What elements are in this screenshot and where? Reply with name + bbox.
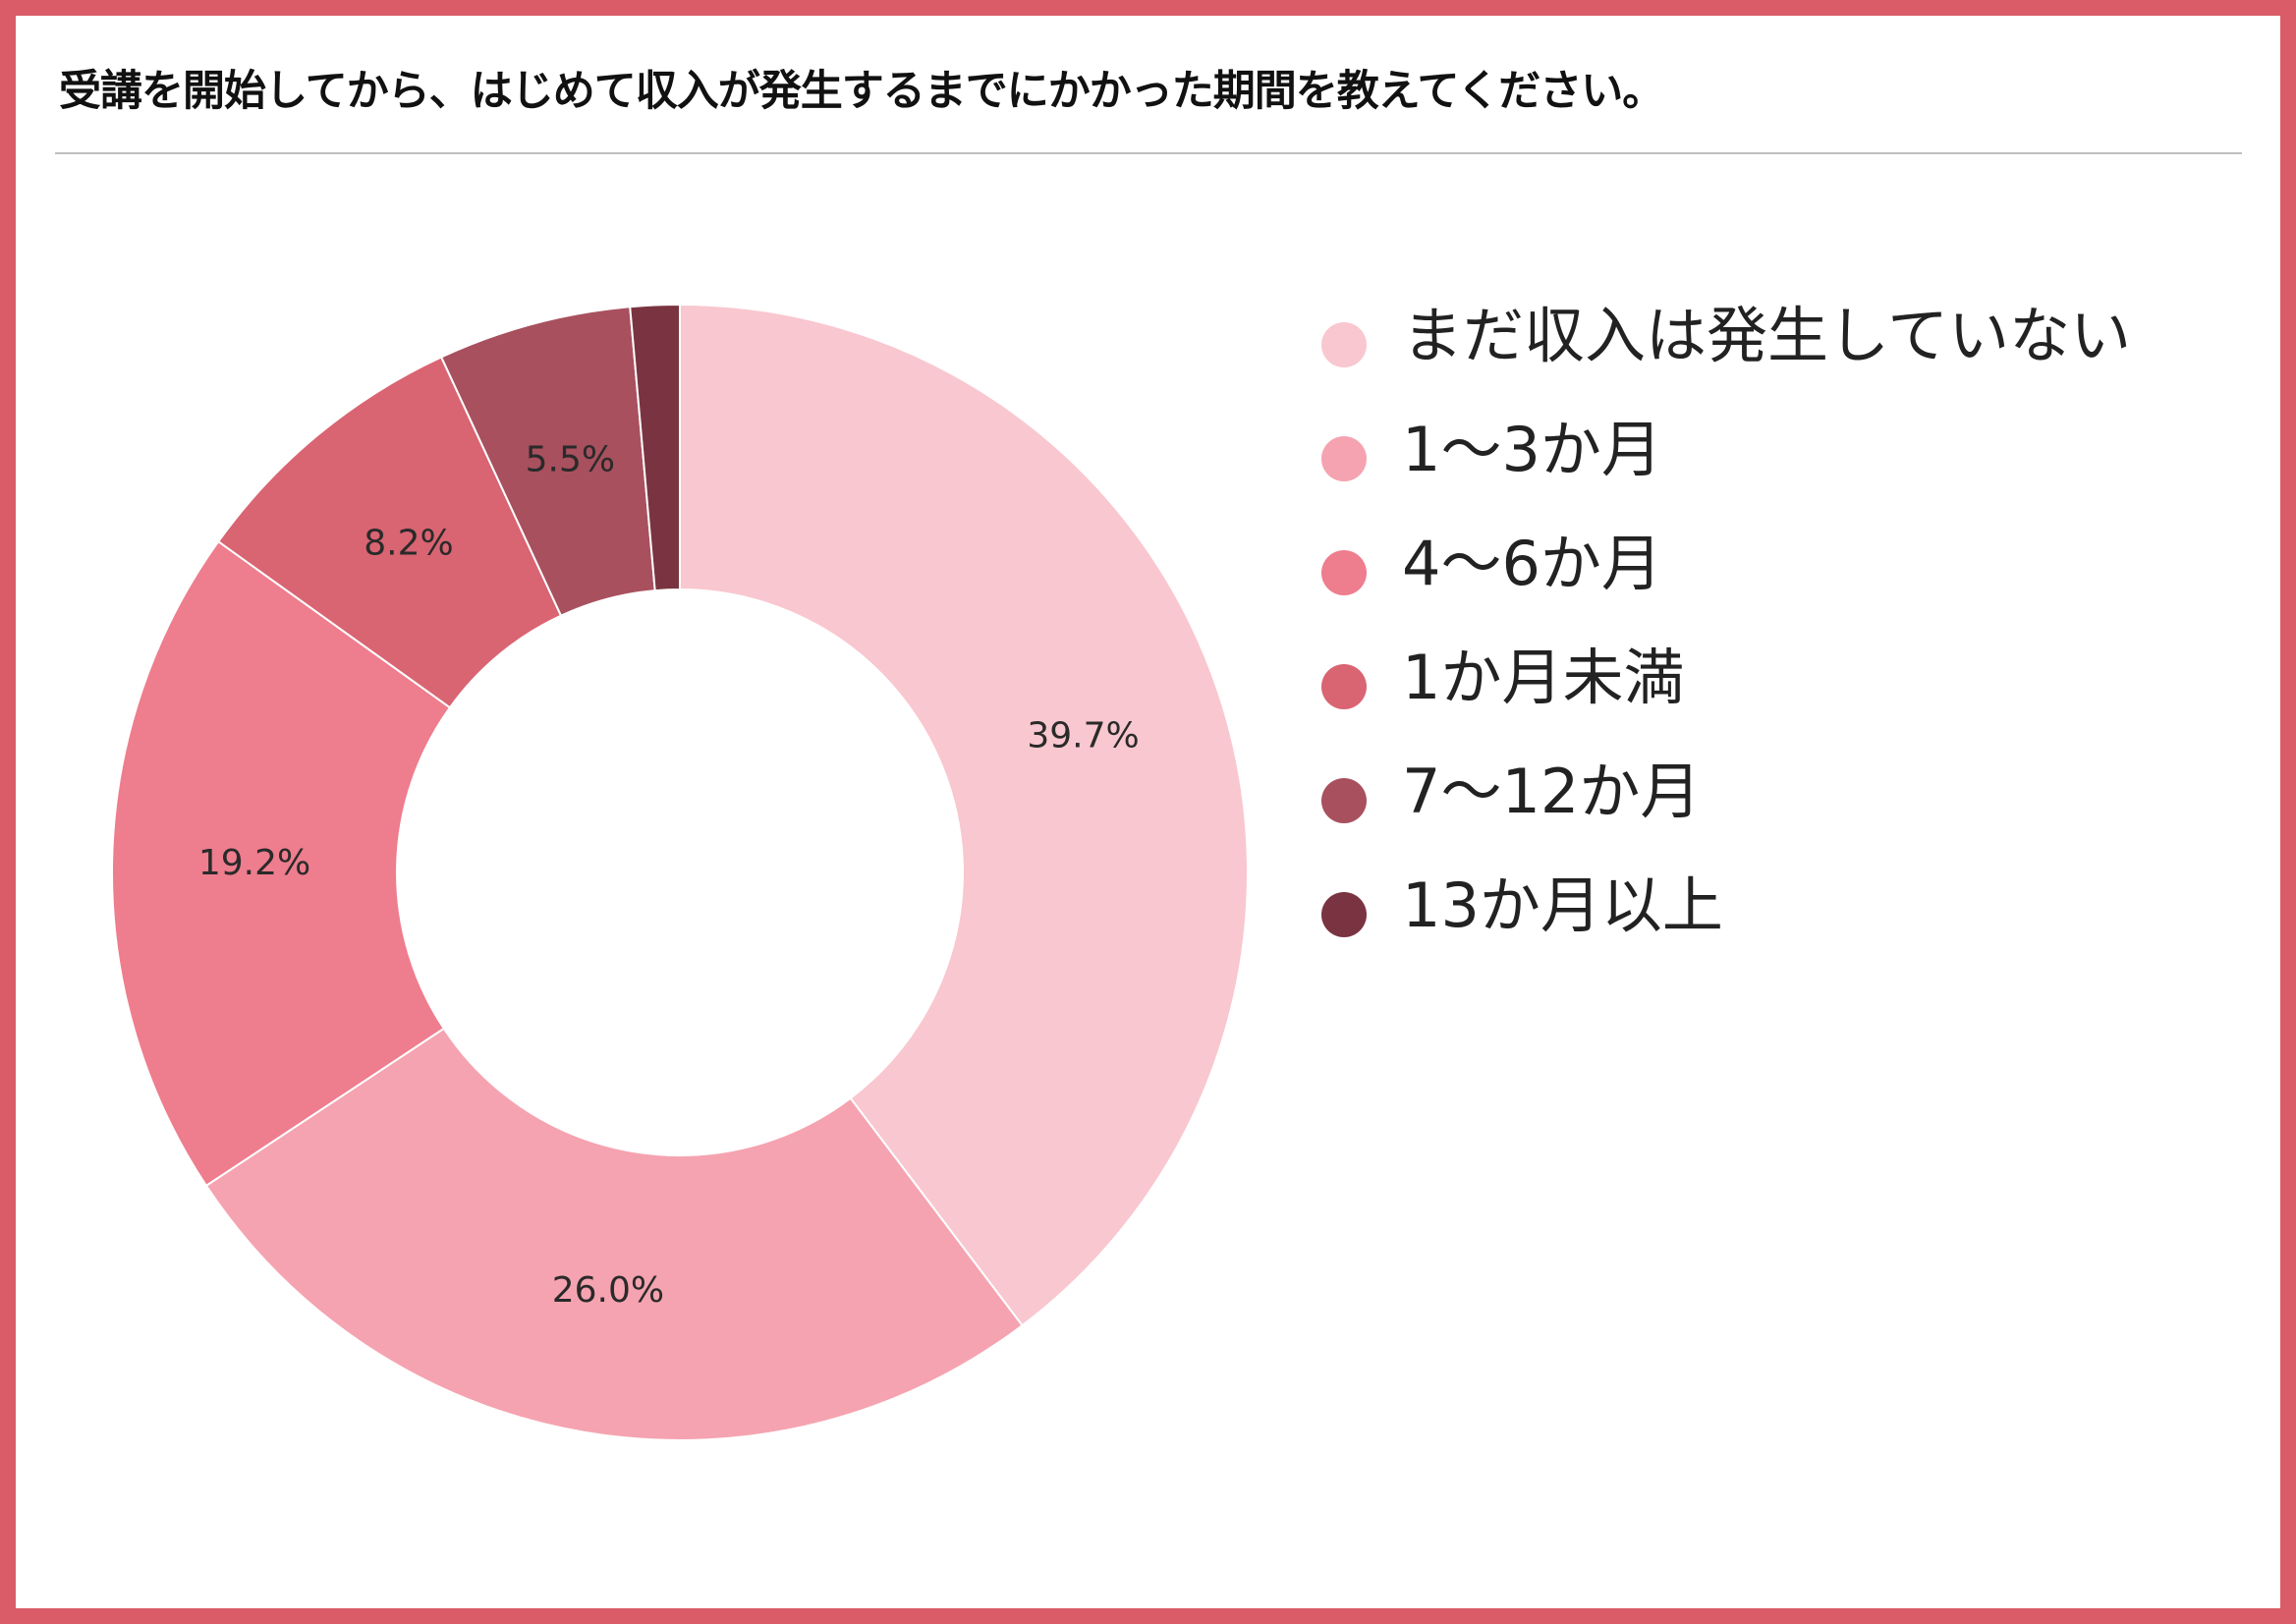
legend-item: 1か月未満 xyxy=(1321,637,2186,719)
slice-value-label: 8.2% xyxy=(364,523,453,563)
title-divider xyxy=(55,152,2242,154)
donut-slice xyxy=(111,539,452,1188)
legend-label: 4〜6か月 xyxy=(1402,528,1662,599)
legend-item: まだ収入は発生していない xyxy=(1321,295,2186,377)
legend-label: まだ収入は発生していない xyxy=(1402,300,2132,371)
legend-label: 7〜12か月 xyxy=(1402,756,1702,827)
slice-value-label: 19.2% xyxy=(198,843,310,883)
chart-legend: まだ収入は発生していない 1〜3か月 4〜6か月 1か月未満 7〜12か月 13か月以上 xyxy=(1321,295,2186,979)
chart-title: 受講を開始してから、はじめて収入が発生するまでにかかった期間を教えてください。 xyxy=(59,67,1664,116)
legend-item: 1〜3か月 xyxy=(1321,409,2186,491)
donut-slice xyxy=(204,1027,1024,1442)
slice-value-label: 39.7% xyxy=(1027,715,1139,756)
legend-label: 1〜3か月 xyxy=(1402,414,1662,485)
legend-item: 13か月以上 xyxy=(1321,865,2186,947)
slice-value-label: 26.0% xyxy=(552,1270,664,1311)
legend-item: 7〜12か月 xyxy=(1321,751,2186,833)
donut-slice xyxy=(679,303,1249,1327)
legend-swatch xyxy=(1321,664,1367,709)
slice-value-label: 5.5% xyxy=(526,440,615,480)
legend-swatch xyxy=(1321,436,1367,481)
donut-slice-labels: 39.7% 26.0% 19.2% 8.2% 5.5% xyxy=(198,440,1140,1311)
legend-swatch xyxy=(1321,778,1367,823)
legend-label: 1か月未満 xyxy=(1402,642,1685,713)
legend-swatch xyxy=(1321,322,1367,367)
legend-label: 13か月以上 xyxy=(1402,869,1723,941)
legend-swatch xyxy=(1321,892,1367,937)
donut-slices xyxy=(111,303,1249,1442)
legend-swatch xyxy=(1321,550,1367,595)
legend-item: 4〜6か月 xyxy=(1321,523,2186,605)
donut-slice xyxy=(629,303,681,592)
